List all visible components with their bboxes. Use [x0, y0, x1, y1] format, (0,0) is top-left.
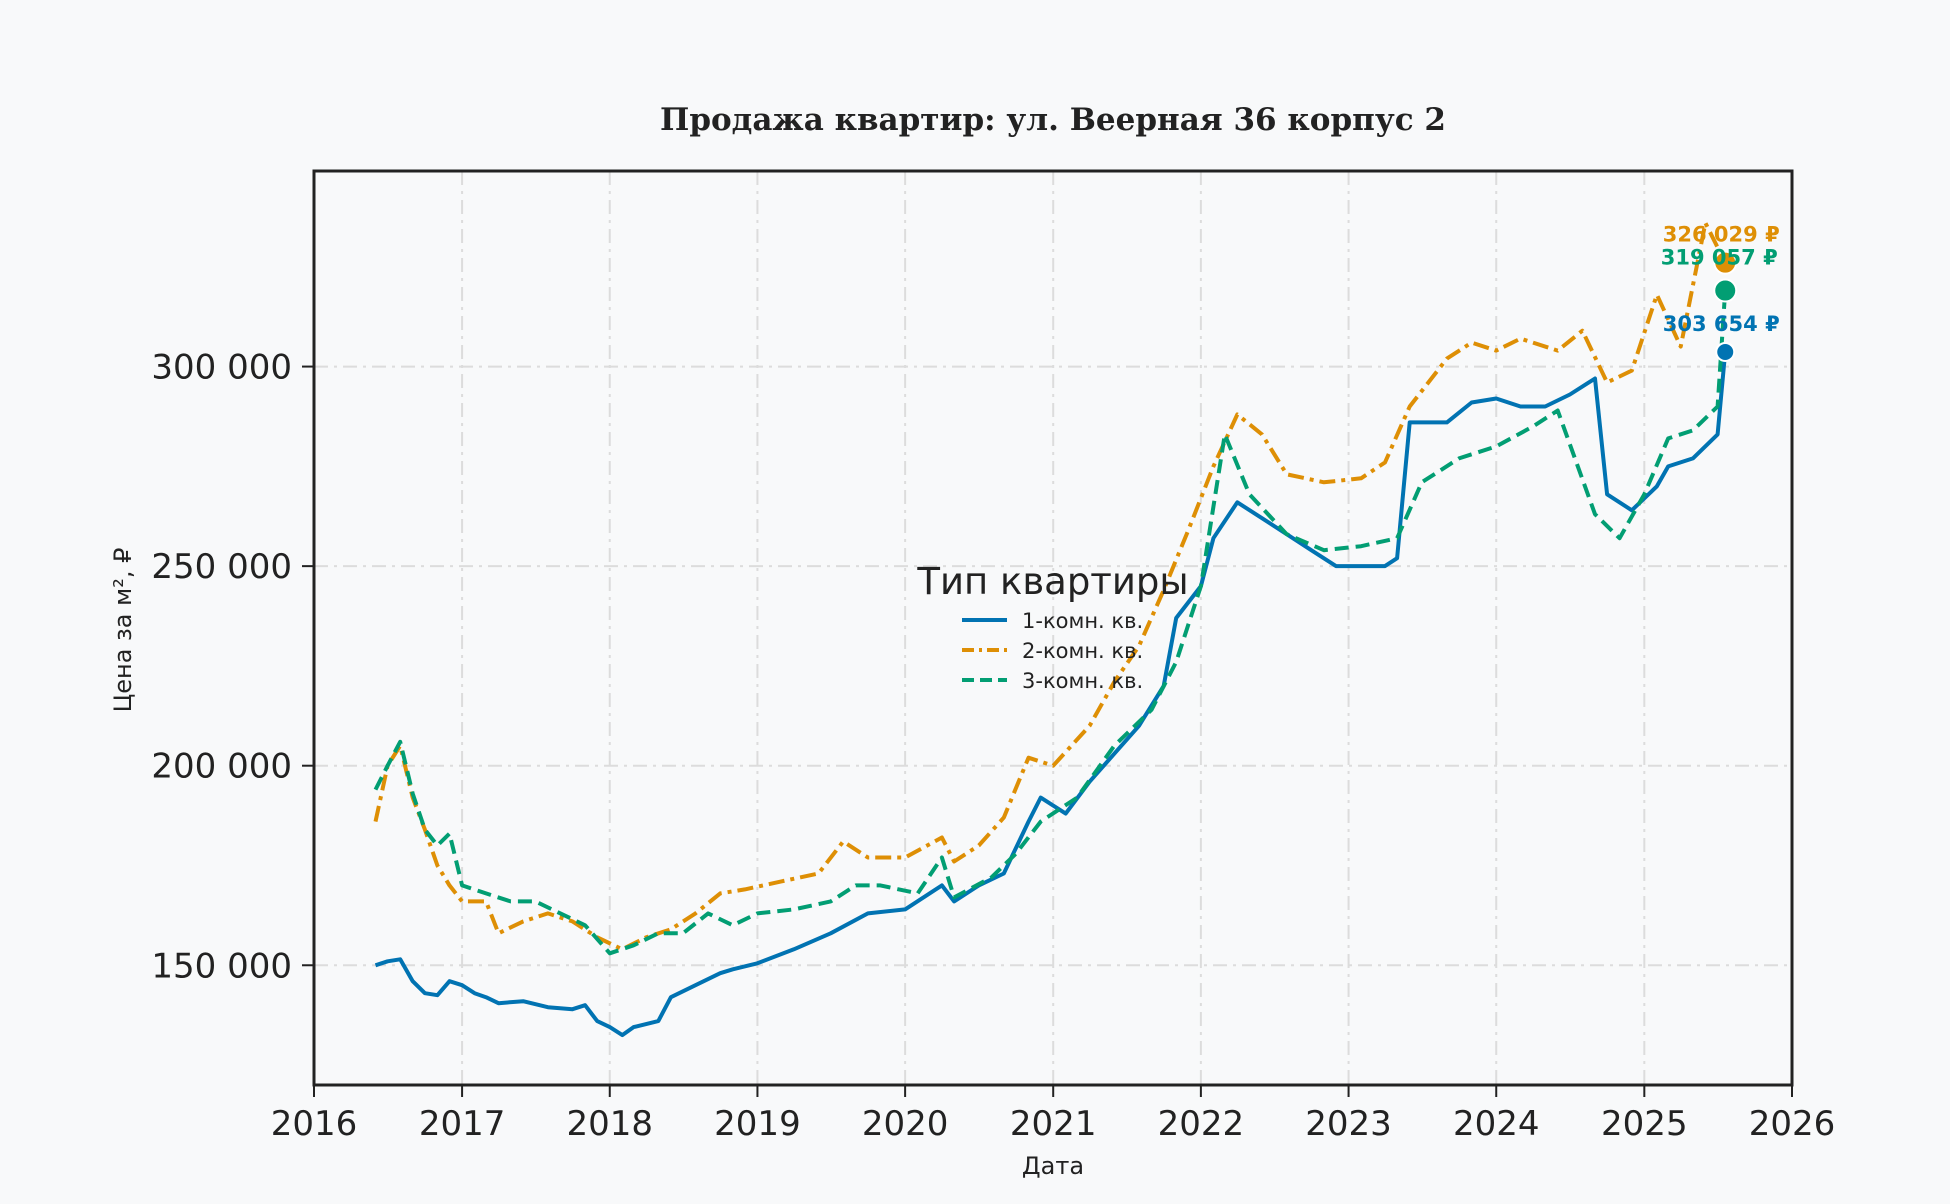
series-line-2 — [373, 220, 1727, 952]
series-line-1 — [374, 351, 1728, 1038]
series-group — [373, 220, 1728, 1038]
last-value-label: 326 029 ₽ — [1663, 223, 1780, 247]
x-tick-label: 2025 — [1601, 1104, 1688, 1144]
y-axis-label: Цена за м², ₽ — [109, 548, 137, 713]
legend-title: Тип квартиры — [916, 560, 1188, 603]
x-tick-label: 2023 — [1305, 1104, 1392, 1144]
x-tick-label: 2020 — [862, 1104, 949, 1144]
legend-label: 1-комн. кв. — [1022, 609, 1143, 633]
legend-label: 2-комн. кв. — [1022, 639, 1143, 663]
x-axis-label: Дата — [1022, 1152, 1084, 1180]
chart-title: Продажа квартир: ул. Веерная 36 корпус 2 — [660, 102, 1446, 138]
y-tick-label: 300 000 — [151, 348, 292, 388]
y-tick-label: 200 000 — [151, 747, 292, 787]
y-tick-label: 150 000 — [151, 946, 292, 986]
x-tick-label: 2016 — [271, 1104, 358, 1144]
legend: Тип квартиры 1-комн. кв. 2-комн. кв. 3-ком… — [916, 560, 1188, 693]
series-line-3 — [373, 290, 1728, 956]
x-tick-label: 2019 — [714, 1104, 801, 1144]
axes: 2016 2017 2018 2019 2020 2021 2022 2023 2024 2025… — [151, 169, 1836, 1144]
plot-frame — [312, 169, 1794, 1087]
end-point-marker — [1713, 278, 1738, 303]
x-tick-label: 2026 — [1749, 1104, 1836, 1144]
last-value-label: 319 057 ₽ — [1661, 246, 1778, 270]
end-point-marker — [1713, 250, 1738, 275]
x-tick-label: 2018 — [566, 1104, 653, 1144]
y-tick-label: 250 000 — [151, 547, 292, 587]
legend-label: 3-комн. кв. — [1022, 669, 1143, 693]
x-tick-label: 2021 — [1010, 1104, 1097, 1144]
x-tick-label: 2024 — [1453, 1104, 1540, 1144]
x-tick-label: 2022 — [1158, 1104, 1245, 1144]
x-tick-label: 2017 — [419, 1104, 506, 1144]
end-point-marker — [1715, 341, 1736, 362]
end-markers: 303 654 ₽ 326 029 ₽319 057 ₽ — [1661, 223, 1780, 362]
last-value-label: 303 654 ₽ — [1663, 312, 1780, 336]
